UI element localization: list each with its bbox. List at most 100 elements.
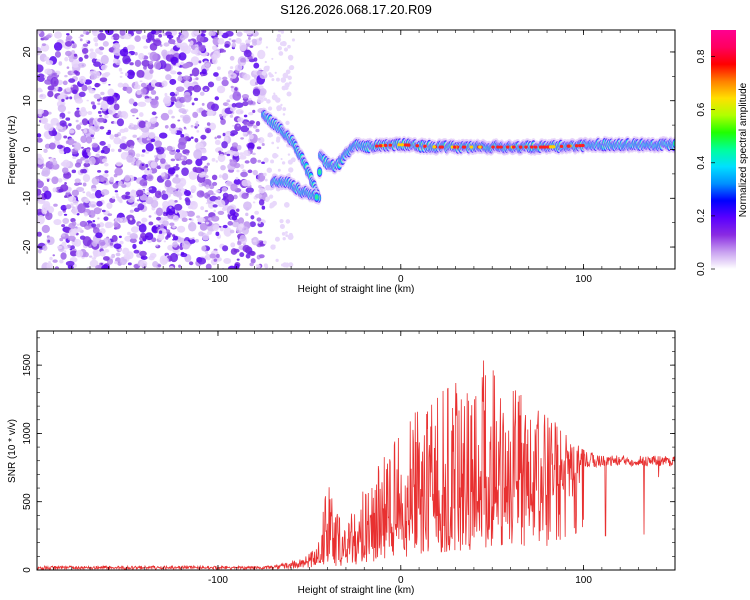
- noise-speckle: [72, 43, 77, 49]
- noise-speckle: [140, 82, 147, 88]
- noise-speckle: [240, 171, 248, 178]
- noise-speckle: [166, 205, 176, 216]
- noise-speckle: [220, 165, 226, 171]
- noise-speckle: [271, 57, 274, 60]
- noise-speckle: [139, 260, 148, 268]
- noise-speckle: [70, 245, 75, 250]
- noise-speckle: [239, 252, 245, 258]
- noise-speckle: [282, 72, 289, 79]
- noise-speckle: [170, 130, 177, 135]
- noise-speckle: [230, 242, 236, 248]
- noise-speckle: [98, 239, 106, 247]
- noise-speckle: [205, 263, 212, 269]
- noise-speckle: [107, 143, 111, 149]
- noise-speckle: [178, 52, 187, 61]
- noise-speckle: [59, 120, 67, 127]
- noise-speckle: [174, 200, 178, 203]
- noise-speckle: [192, 237, 195, 240]
- ridge-peak: [469, 145, 474, 149]
- noise-speckle: [215, 231, 220, 236]
- noise-speckle: [151, 111, 157, 116]
- noise-speckle: [215, 160, 219, 163]
- noise-speckle: [115, 161, 123, 167]
- noise-speckle: [201, 110, 208, 117]
- noise-speckle: [162, 98, 171, 104]
- noise-speckle: [253, 62, 260, 69]
- noise-speckle: [63, 152, 67, 155]
- noise-speckle: [38, 93, 47, 100]
- noise-speckle: [288, 81, 292, 85]
- noise-speckle: [95, 48, 101, 54]
- noise-speckle: [157, 233, 165, 241]
- noise-speckle: [88, 209, 96, 219]
- noise-speckle: [45, 60, 54, 66]
- noise-speckle: [229, 229, 235, 234]
- noise-speckle: [214, 136, 217, 140]
- noise-speckle: [138, 52, 145, 60]
- noise-speckle: [270, 244, 276, 250]
- noise-speckle: [188, 170, 198, 180]
- noise-speckle: [136, 90, 142, 95]
- noise-speckle: [99, 114, 103, 117]
- noise-speckle: [138, 112, 144, 118]
- noise-speckle: [76, 187, 85, 192]
- noise-speckle: [234, 87, 238, 92]
- x-tick-label: 0: [398, 575, 404, 586]
- noise-speckle: [143, 45, 149, 49]
- noise-speckle: [77, 203, 86, 214]
- noise-speckle: [139, 80, 143, 83]
- noise-speckle: [129, 217, 133, 221]
- noise-speckle: [276, 146, 280, 150]
- noise-speckle: [236, 169, 240, 173]
- noise-speckle: [232, 151, 240, 157]
- noise-speckle: [275, 154, 279, 158]
- noise-speckle: [227, 265, 237, 269]
- noise-speckle: [189, 237, 193, 240]
- noise-speckle: [247, 99, 254, 105]
- noise-speckle: [181, 240, 191, 250]
- noise-speckle: [97, 117, 106, 123]
- noise-speckle: [68, 56, 74, 63]
- noise-speckle: [271, 94, 278, 101]
- noise-speckle: [241, 192, 249, 199]
- noise-speckle: [93, 207, 102, 215]
- noise-speckle: [78, 57, 83, 62]
- noise-speckle: [185, 153, 189, 156]
- noise-speckle: [210, 103, 219, 112]
- noise-speckle: [149, 51, 158, 62]
- noise-speckle: [53, 218, 62, 226]
- noise-speckle: [117, 180, 123, 187]
- noise-speckle: [236, 208, 240, 212]
- noise-speckle: [190, 56, 200, 66]
- noise-speckle: [221, 186, 228, 193]
- spectrogram-x-axis: -100 0 100: [53, 30, 676, 285]
- noise-speckle: [118, 67, 123, 72]
- noise-speckle: [230, 74, 234, 77]
- noise-speckle: [253, 57, 258, 62]
- noise-speckle: [100, 100, 109, 110]
- colorbar-tick-label: 0.2: [696, 209, 707, 223]
- noise-speckle: [68, 129, 75, 134]
- noise-speckle: [175, 182, 184, 189]
- colorbar-tick-label: 0.0: [696, 262, 707, 276]
- noise-speckle: [200, 206, 205, 211]
- noise-speckle: [180, 61, 185, 66]
- snr-series-line: [37, 360, 675, 570]
- noise-speckle: [64, 182, 67, 185]
- noise-speckle: [280, 30, 284, 33]
- spectrogram-y-axis: -20 -10 0 10 20: [22, 46, 675, 254]
- noise-speckle: [114, 133, 119, 138]
- noise-speckle: [281, 161, 286, 165]
- noise-speckle: [62, 167, 69, 174]
- noise-speckle: [245, 187, 254, 194]
- noise-speckle: [264, 178, 268, 182]
- noise-speckle: [132, 243, 137, 249]
- noise-speckle: [69, 96, 73, 100]
- noise-speckle: [107, 213, 113, 217]
- noise-speckle: [237, 217, 245, 225]
- noise-speckle: [65, 50, 72, 57]
- noise-speckle: [65, 87, 71, 93]
- noise-speckle: [79, 220, 88, 227]
- noise-speckle: [213, 258, 218, 262]
- ridge-peak: [415, 144, 420, 148]
